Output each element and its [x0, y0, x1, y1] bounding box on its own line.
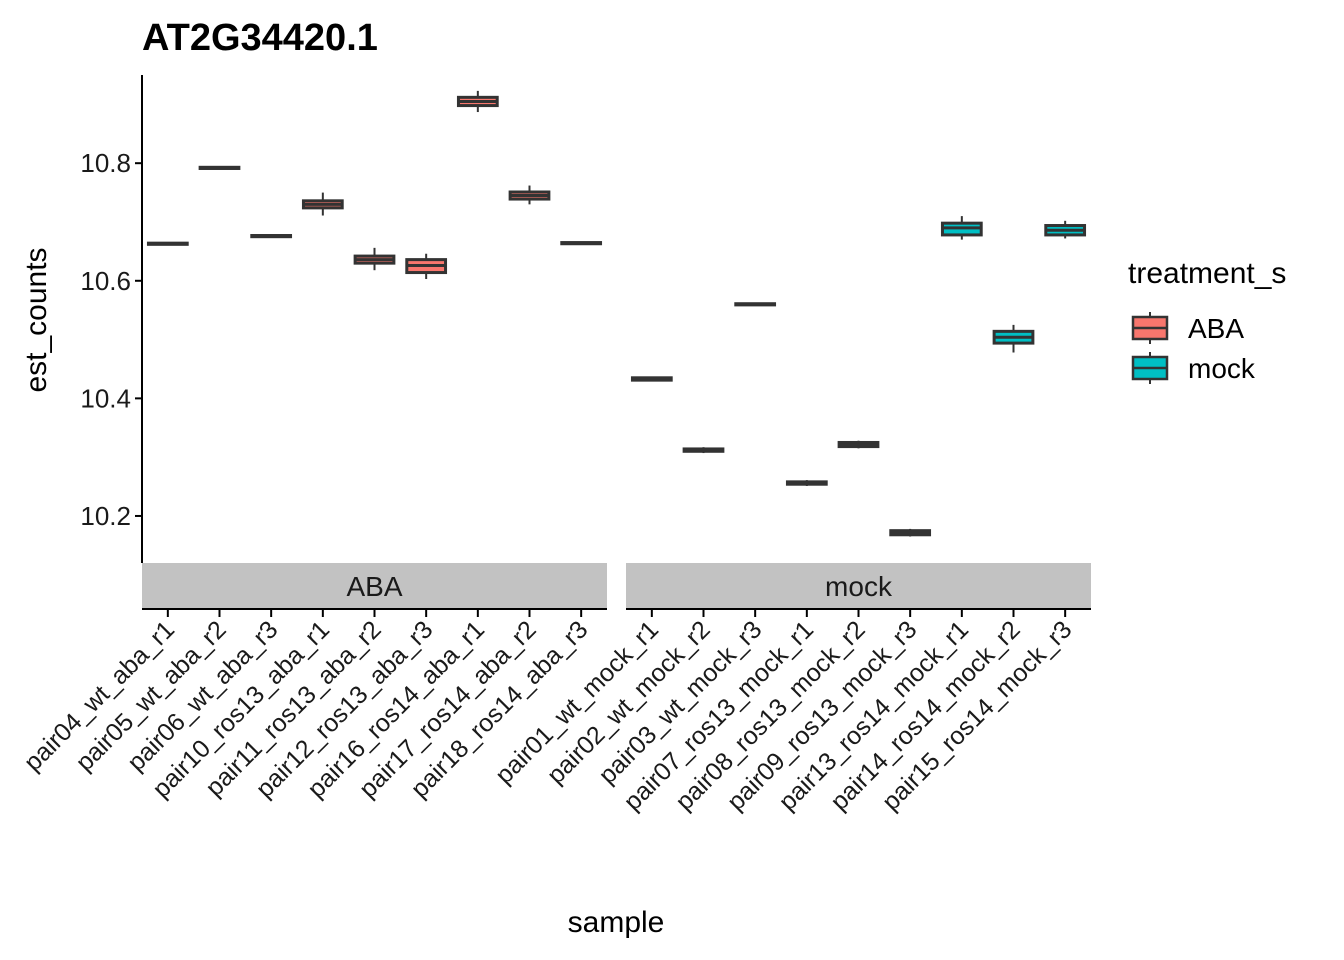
boxplot — [250, 234, 293, 239]
boxplot — [1044, 220, 1087, 239]
boxplot — [456, 90, 499, 113]
boxplot — [889, 528, 932, 537]
boxplot — [560, 241, 603, 246]
legend-label: mock — [1188, 353, 1256, 384]
x-axis-title: sample — [568, 906, 665, 939]
y-axis: 10.2 10.4 10.6 10.8 — [80, 75, 143, 563]
boxplot — [146, 241, 189, 246]
facet-strip-aba — [142, 563, 607, 609]
facet-strip-label: ABA — [346, 571, 402, 602]
facet-strip-label: mock — [825, 571, 893, 602]
boxplot — [734, 302, 777, 307]
legend-entry-mock: mock — [1131, 352, 1256, 384]
chart-title: AT2G34420.1 — [142, 17, 378, 59]
facet-strips: ABA mock — [142, 563, 1091, 609]
boxplot — [785, 480, 828, 486]
boxplot — [508, 185, 551, 205]
boxplot — [301, 192, 344, 216]
boxplot — [630, 376, 673, 382]
x-axis: pair04_wt_aba_r1pair05_wt_aba_r2pair06_w… — [19, 608, 1091, 816]
facet-panel-mock — [630, 216, 1087, 537]
facet-panel-aba — [146, 90, 603, 280]
plot-panels — [146, 90, 1087, 537]
legend-title: treatment_s — [1128, 257, 1286, 290]
boxplot — [682, 447, 725, 454]
boxplot — [353, 247, 396, 271]
y-tick-label: 10.6 — [80, 266, 131, 296]
y-tick-label: 10.4 — [80, 383, 131, 413]
legend-entry-aba: ABA — [1131, 312, 1244, 344]
boxplot — [992, 324, 1035, 353]
boxplot — [405, 253, 448, 280]
boxplot — [940, 216, 983, 240]
legend: treatment_s ABA mock — [1128, 257, 1286, 384]
y-axis-title: est_counts — [20, 247, 53, 392]
y-tick-label: 10.8 — [80, 148, 131, 178]
boxplot — [198, 165, 241, 170]
boxplot — [837, 440, 880, 449]
facet-strip-mock — [626, 563, 1091, 609]
y-tick-label: 10.2 — [80, 501, 131, 531]
legend-label: ABA — [1188, 313, 1244, 344]
